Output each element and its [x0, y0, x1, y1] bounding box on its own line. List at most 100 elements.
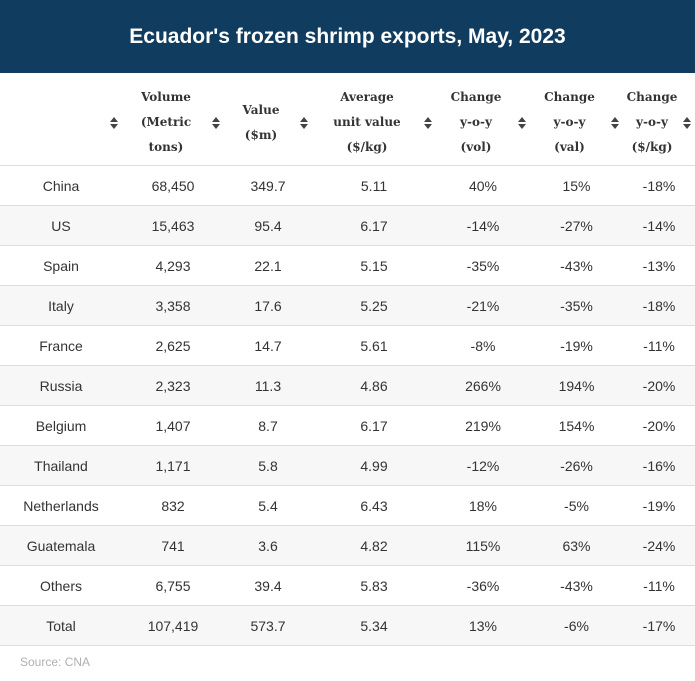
data-cell: -6%	[530, 605, 623, 646]
table-header-row: Volume (Metric tons) Value ($m) Average …	[0, 80, 695, 166]
data-cell: -35%	[530, 285, 623, 326]
data-cell: 4,293	[122, 245, 224, 286]
data-cell: 5.61	[312, 325, 436, 366]
sort-icon[interactable]	[611, 116, 619, 129]
country-cell: US	[0, 205, 122, 246]
data-cell: 5.25	[312, 285, 436, 326]
column-header-label: Change y-o-y ($/kg)	[626, 90, 678, 154]
data-cell: 5.15	[312, 245, 436, 286]
data-cell: 6.43	[312, 485, 436, 526]
data-cell: 4.82	[312, 525, 436, 566]
table-row: Belgium 1,407 8.7 6.17 219% 154% -20%	[0, 405, 695, 446]
data-cell: 40%	[436, 165, 530, 206]
column-header-unit-value[interactable]: Average unit value ($/kg)	[312, 80, 436, 166]
data-cell: -13%	[623, 245, 695, 286]
column-header-value[interactable]: Value ($m)	[224, 80, 312, 166]
data-cell: 11.3	[224, 365, 312, 406]
column-header-label: Change y-o-y (val)	[544, 90, 595, 154]
data-cell: 15,463	[122, 205, 224, 246]
data-cell: 266%	[436, 365, 530, 406]
data-cell: 5.11	[312, 165, 436, 206]
table-row: Russia 2,323 11.3 4.86 266% 194% -20%	[0, 365, 695, 406]
chart-title: Ecuador's frozen shrimp exports, May, 20…	[129, 24, 566, 48]
country-cell: Belgium	[0, 405, 122, 446]
data-cell: -43%	[530, 565, 623, 606]
data-cell: 22.1	[224, 245, 312, 286]
data-cell: 115%	[436, 525, 530, 566]
data-cell: 3,358	[122, 285, 224, 326]
data-cell: -11%	[623, 325, 695, 366]
data-cell: -21%	[436, 285, 530, 326]
table-body: China 68,450 349.7 5.11 40% 15% -18% US 15,463 95…	[0, 165, 695, 646]
data-cell: 95.4	[224, 205, 312, 246]
country-cell: Total	[0, 605, 122, 646]
data-cell: 154%	[530, 405, 623, 446]
data-cell: 4.86	[312, 365, 436, 406]
data-cell: -8%	[436, 325, 530, 366]
data-cell: 3.6	[224, 525, 312, 566]
data-cell: 68,450	[122, 165, 224, 206]
country-cell: France	[0, 325, 122, 366]
table-row: Italy 3,358 17.6 5.25 -21% -35% -18%	[0, 285, 695, 326]
table-row: France 2,625 14.7 5.61 -8% -19% -11%	[0, 325, 695, 366]
data-cell: 1,407	[122, 405, 224, 446]
sort-icon[interactable]	[212, 116, 220, 129]
data-cell: 573.7	[224, 605, 312, 646]
exports-table: Volume (Metric tons) Value ($m) Average …	[0, 80, 695, 646]
data-cell: -12%	[436, 445, 530, 486]
data-cell: -24%	[623, 525, 695, 566]
country-cell: Guatemala	[0, 525, 122, 566]
data-cell: 4.99	[312, 445, 436, 486]
country-cell: Spain	[0, 245, 122, 286]
data-cell: 13%	[436, 605, 530, 646]
source-note: Source: CNA	[20, 655, 91, 669]
sort-icon[interactable]	[110, 116, 118, 129]
table-row: Netherlands 832 5.4 6.43 18% -5% -19%	[0, 485, 695, 526]
data-cell: 5.34	[312, 605, 436, 646]
column-header-change-val[interactable]: Change y-o-y (val)	[530, 80, 623, 166]
data-cell: -20%	[623, 365, 695, 406]
column-header-change-price[interactable]: Change y-o-y ($/kg)	[623, 80, 695, 166]
data-cell: -26%	[530, 445, 623, 486]
sort-icon[interactable]	[683, 116, 691, 129]
country-cell: Thailand	[0, 445, 122, 486]
column-header-country[interactable]	[0, 80, 122, 166]
data-cell: 107,419	[122, 605, 224, 646]
data-cell: 1,171	[122, 445, 224, 486]
column-header-label: Change y-o-y (vol)	[450, 90, 502, 154]
data-cell: 349.7	[224, 165, 312, 206]
data-cell: 39.4	[224, 565, 312, 606]
table-row: Thailand 1,171 5.8 4.99 -12% -26% -16%	[0, 445, 695, 486]
data-cell: -16%	[623, 445, 695, 486]
table-row: Spain 4,293 22.1 5.15 -35% -43% -13%	[0, 245, 695, 286]
country-cell: Netherlands	[0, 485, 122, 526]
column-header-label: Value ($m)	[242, 102, 280, 142]
data-cell: 2,323	[122, 365, 224, 406]
sort-icon[interactable]	[424, 116, 432, 129]
data-cell: 5.8	[224, 445, 312, 486]
country-cell: Others	[0, 565, 122, 606]
table-row: China 68,450 349.7 5.11 40% 15% -18%	[0, 165, 695, 206]
sort-icon[interactable]	[518, 116, 526, 129]
data-cell: 2,625	[122, 325, 224, 366]
data-cell: -27%	[530, 205, 623, 246]
data-cell: -18%	[623, 165, 695, 206]
sort-icon[interactable]	[300, 116, 308, 129]
data-cell: 219%	[436, 405, 530, 446]
table-row: Others 6,755 39.4 5.83 -36% -43% -11%	[0, 565, 695, 606]
data-cell: 6.17	[312, 405, 436, 446]
data-cell: -19%	[530, 325, 623, 366]
data-cell: 5.4	[224, 485, 312, 526]
data-cell: -5%	[530, 485, 623, 526]
data-cell: 6.17	[312, 205, 436, 246]
data-cell: -19%	[623, 485, 695, 526]
data-cell: 15%	[530, 165, 623, 206]
data-cell: -35%	[436, 245, 530, 286]
data-cell: 14.7	[224, 325, 312, 366]
data-cell: 63%	[530, 525, 623, 566]
data-cell: 741	[122, 525, 224, 566]
data-cell: 18%	[436, 485, 530, 526]
column-header-change-vol[interactable]: Change y-o-y (vol)	[436, 80, 530, 166]
title-banner: Ecuador's frozen shrimp exports, May, 20…	[0, 0, 695, 73]
column-header-volume[interactable]: Volume (Metric tons)	[122, 80, 224, 166]
